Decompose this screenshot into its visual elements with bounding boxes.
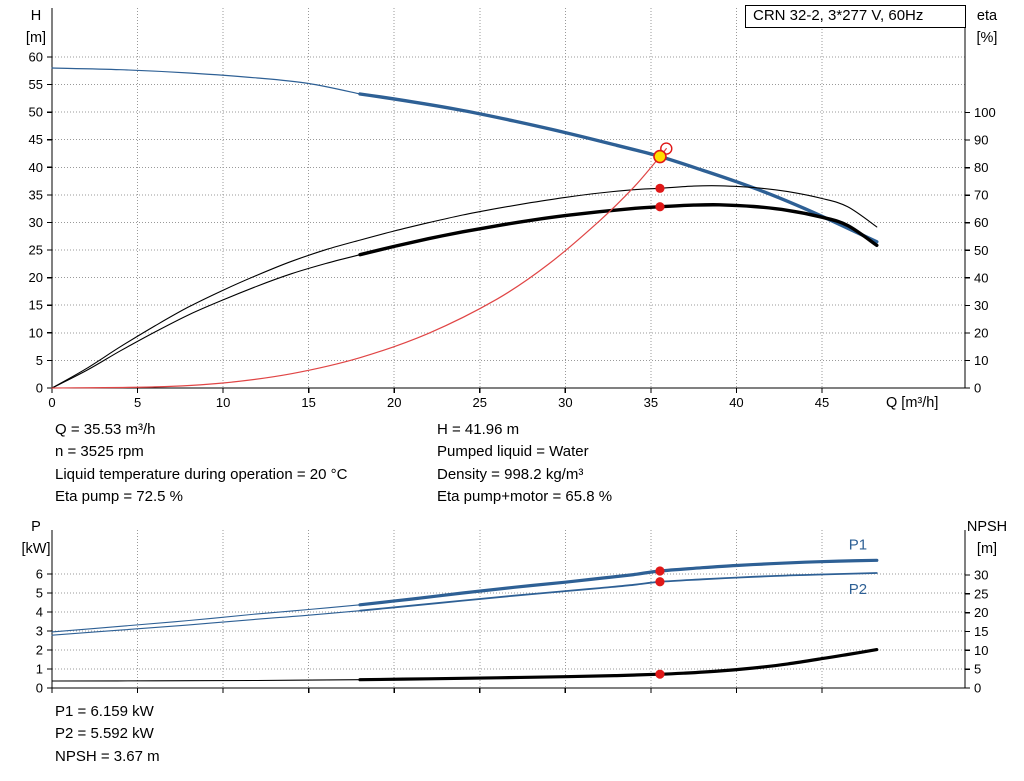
eta-pump-point-marker [655, 183, 665, 193]
head-value: H = 41.96 m [437, 421, 520, 438]
liquid-temperature-value: Liquid temperature during operation = 20… [55, 465, 348, 483]
p1-point-marker [655, 566, 665, 576]
pump-model-label: CRN 32-2, 3*277 V, 60Hz [753, 7, 924, 24]
eta-pump-motor-value: Eta pump+motor = 65.8 % [437, 488, 613, 506]
right-tick-label: 20 [974, 605, 988, 620]
right-tick-label: 50 [974, 243, 988, 258]
p1-value: P1 = 6.159 kW [55, 703, 154, 720]
eta-pump-curve [51, 185, 878, 389]
left-axis-label: [m] [26, 30, 46, 46]
right-tick-label: 30 [974, 298, 988, 313]
left-tick-label: 10 [29, 325, 43, 340]
left-axis-label: P [31, 520, 41, 535]
right-tick-label: 10 [974, 643, 988, 658]
pumped-liquid-value: Pumped liquid = Water [437, 443, 589, 461]
speed-value: n = 3525 rpm [55, 443, 144, 461]
x-tick-label: 45 [815, 395, 829, 410]
right-tick-label: 25 [974, 586, 988, 601]
duty-info-left: Q = 35.53 m³/h n = 3525 rpm Liquid tempe… [55, 419, 347, 509]
duty-point-marker [653, 149, 667, 164]
right-tick-label: 15 [974, 624, 988, 639]
x-tick-label: 0 [48, 395, 55, 410]
npsh-curve [358, 648, 879, 682]
left-tick-label: 30 [29, 215, 43, 230]
p1-curve-low [51, 604, 361, 633]
x-tick-label: 5 [134, 395, 141, 410]
left-tick-label: 5 [36, 586, 43, 601]
left-tick-label: 20 [29, 270, 43, 285]
p1-label: P1 [849, 536, 867, 553]
right-axis-label: [%] [977, 30, 998, 46]
left-tick-label: 0 [36, 681, 43, 696]
eta-pump-value: Eta pump = 72.5 % [55, 488, 183, 506]
eta-pump-motor-curve [358, 203, 879, 257]
right-tick-label: 100 [974, 105, 996, 120]
flow-value: Q = 35.53 m³/h [55, 421, 156, 438]
x-tick-label: 20 [387, 395, 401, 410]
pump-model-box: CRN 32-2, 3*277 V, 60Hz [745, 5, 966, 28]
x-tick-label: 40 [729, 395, 743, 410]
right-tick-label: 30 [974, 567, 988, 582]
left-tick-label: 5 [36, 353, 43, 368]
hq-curve [358, 92, 879, 244]
right-tick-label: 0 [974, 681, 981, 696]
left-tick-label: 6 [36, 567, 43, 582]
left-tick-label: 3 [36, 624, 43, 639]
right-axis-label: [m] [977, 541, 997, 557]
npsh-point-marker [655, 669, 665, 679]
right-axis-label: NPSH [967, 520, 1007, 535]
npsh-value: NPSH = 3.67 m [55, 747, 160, 765]
left-tick-label: 2 [36, 643, 43, 658]
right-axis-label: eta [977, 8, 998, 24]
power-npsh-chart: 0 1 2 3 4 5 6 0 5 10 15 20 25 30 P [kW] NPSH [m] P1 P2 [22, 520, 1008, 696]
p1-curve [358, 558, 879, 607]
left-tick-label: 25 [29, 243, 43, 258]
x-axis-label: Q [m³/h] [886, 395, 938, 411]
p2-point-marker [655, 577, 665, 587]
x-tick-label: 35 [644, 395, 658, 410]
left-tick-label: 60 [29, 49, 43, 64]
left-tick-label: 15 [29, 298, 43, 313]
qh-eta-chart: 0510152025303540455055600102030405060708… [26, 8, 998, 411]
left-axis-label: H [31, 8, 41, 24]
eta-pump-motor-curve-low [51, 254, 361, 389]
left-tick-label: 45 [29, 132, 43, 147]
x-tick-label: 10 [216, 395, 230, 410]
right-tick-label: 80 [974, 160, 988, 175]
system-curve [51, 148, 667, 389]
right-tick-label: 90 [974, 133, 988, 148]
left-tick-label: 55 [29, 77, 43, 92]
duty-info-right: H = 41.96 m Pumped liquid = Water Densit… [437, 419, 612, 509]
x-tick-label: 30 [558, 395, 572, 410]
right-tick-label: 70 [974, 188, 988, 203]
left-tick-label: 1 [36, 662, 43, 677]
x-tick-label: 15 [301, 395, 315, 410]
p2-curve [359, 572, 878, 612]
density-value: Density = 998.2 kg/m³ [437, 465, 584, 483]
p2-label: P2 [849, 581, 867, 598]
hq-curve-low [51, 67, 361, 95]
left-tick-label: 50 [29, 105, 43, 120]
left-tick-label: 4 [36, 605, 43, 620]
p2-curve-low [51, 610, 361, 636]
right-tick-label: 60 [974, 215, 988, 230]
x-tick-label: 25 [473, 395, 487, 410]
left-tick-label: 35 [29, 187, 43, 202]
right-tick-label: 20 [974, 325, 988, 340]
left-tick-label: 40 [29, 160, 43, 175]
left-axis-label: [kW] [22, 541, 51, 557]
right-tick-label: 10 [974, 353, 988, 368]
right-tick-label: 5 [974, 662, 981, 677]
right-tick-label: 0 [974, 381, 981, 396]
power-info: P1 = 6.159 kW P2 = 5.592 kW NPSH = 3.67 … [55, 701, 160, 768]
left-tick-label: 0 [36, 381, 43, 396]
eta-pump-motor-point-marker [655, 202, 665, 212]
p2-value: P2 = 5.592 kW [55, 725, 154, 743]
right-tick-label: 40 [974, 270, 988, 285]
npsh-curve-low [51, 679, 361, 682]
